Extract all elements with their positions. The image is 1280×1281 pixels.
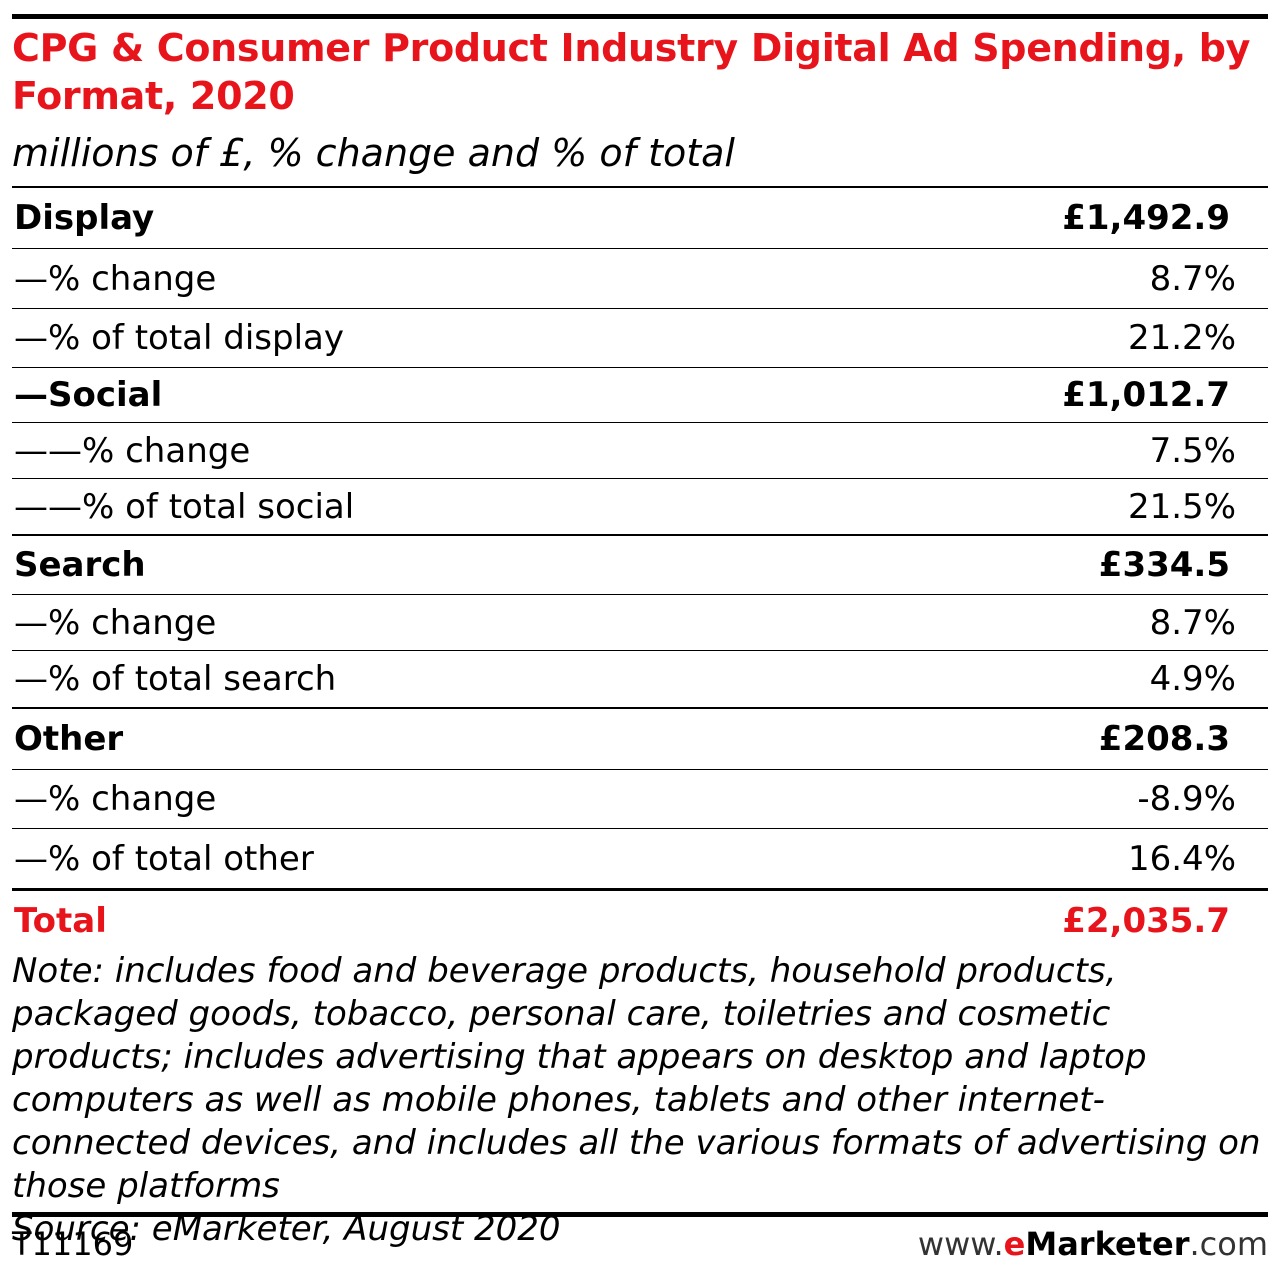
row-value: 7.5% <box>1149 430 1236 471</box>
row-value: £334.5 <box>1098 545 1230 585</box>
chart-title: CPG & Consumer Product Industry Digital … <box>12 26 1251 118</box>
row-label: Display <box>14 198 155 238</box>
table-code: T11169 <box>12 1225 134 1263</box>
table-row: ——% change 7.5% <box>12 422 1268 478</box>
brand-logo: www.eMarketer.com <box>918 1224 1268 1264</box>
row-value: 21.5% <box>1127 486 1236 527</box>
table-row: —% change 8.7% <box>12 594 1268 650</box>
row-label: —% of total search <box>14 659 337 699</box>
brand-suffix: .com <box>1189 1225 1268 1263</box>
row-label: —Social <box>14 375 163 415</box>
table-row: Search £334.5 <box>12 534 1268 594</box>
chart-subtitle: millions of £, % change and % of total <box>12 131 735 175</box>
footnote: Note: includes food and beverage product… <box>12 950 1272 1251</box>
row-value: 16.4% <box>1127 838 1236 879</box>
data-table: Display £1,492.9 —% change 8.7% —% of total … <box>12 186 1268 950</box>
brand-prefix: www. <box>917 1225 1004 1263</box>
row-value: 8.7% <box>1149 602 1236 643</box>
row-label: Search <box>14 545 146 585</box>
bottom-rule <box>12 1212 1268 1217</box>
table-row: —% of total display 21.2% <box>12 308 1268 367</box>
row-label: ——% change <box>14 430 251 471</box>
table-row: —% change -8.9% <box>12 769 1268 828</box>
table-row: —Social £1,012.7 <box>12 367 1268 422</box>
table-row: —% of total search 4.9% <box>12 650 1268 707</box>
row-label: ——% of total social <box>14 486 355 527</box>
row-label: —% change <box>14 258 217 299</box>
row-value: -8.9% <box>1137 779 1236 819</box>
row-label: Other <box>14 719 124 759</box>
row-label: —% change <box>14 779 217 819</box>
table-row: Other £208.3 <box>12 707 1268 769</box>
row-label: Total <box>14 900 107 941</box>
row-value: £2,035.7 <box>1062 900 1230 941</box>
row-value: 4.9% <box>1149 659 1236 699</box>
row-label: —% change <box>14 602 217 643</box>
row-value: £1,492.9 <box>1062 198 1230 238</box>
top-rule <box>12 14 1268 19</box>
row-value: £208.3 <box>1098 719 1230 759</box>
table-row: Total £2,035.7 <box>12 888 1268 950</box>
table-row: —% change 8.7% <box>12 248 1268 308</box>
row-label: —% of total other <box>14 838 314 879</box>
brand-e: e <box>1003 1225 1026 1263</box>
table-row: —% of total other 16.4% <box>12 828 1268 888</box>
table-row: Display £1,492.9 <box>12 186 1268 248</box>
row-label: —% of total display <box>14 318 344 358</box>
note-text: Note: includes food and beverage product… <box>12 951 1261 1206</box>
table-row: ——% of total social 21.5% <box>12 478 1268 534</box>
row-value: 8.7% <box>1149 258 1236 299</box>
row-value: £1,012.7 <box>1062 375 1230 415</box>
brand-name: Marketer <box>1025 1225 1190 1263</box>
row-value: 21.2% <box>1127 318 1236 358</box>
